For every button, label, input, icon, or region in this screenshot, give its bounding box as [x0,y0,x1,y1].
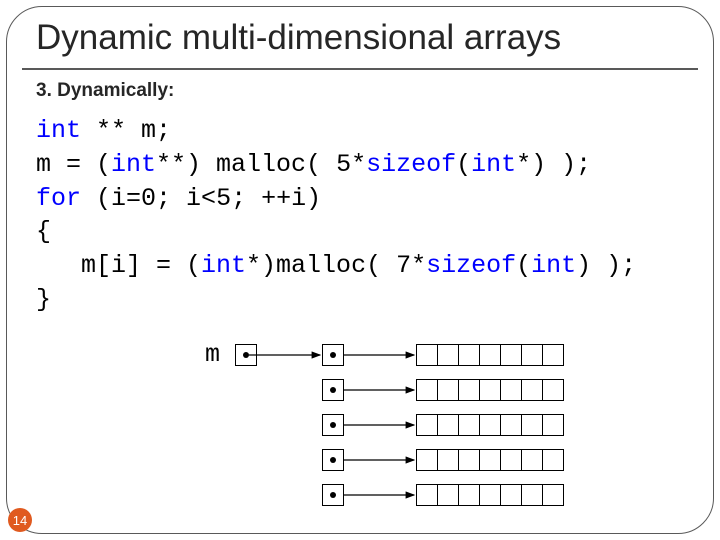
code-kw: sizeof [366,150,456,179]
slide-number-badge: 14 [8,508,32,532]
diagram-ptr-dot [330,387,336,393]
diagram-row-arrays [416,344,564,519]
diagram-ptr-cell [322,379,344,401]
diagram-row-cell [500,449,522,471]
diagram-ptr-dot [330,492,336,498]
diagram-ptr-cell [322,414,344,436]
diagram-row-array [416,449,564,471]
diagram-row-cell [437,379,459,401]
diagram-row-cell [479,449,501,471]
code-num: 5 [216,184,231,213]
diagram-ptr-cell [322,484,344,506]
code-text: ) ); [576,251,636,280]
diagram-row-array [416,379,564,401]
diagram-row-cell [500,484,522,506]
diagram-row-cell [416,484,438,506]
code-text: ( [516,251,531,280]
title-underline [22,68,698,70]
diagram-row-cell [542,344,564,366]
code-text: m[i] = ( [36,251,201,280]
diagram-ptr-dot [330,422,336,428]
diagram-row-cell [458,344,480,366]
diagram-row-cell [521,484,543,506]
memory-diagram: m [175,340,595,526]
diagram-row-cell [416,449,438,471]
diagram-m-label: m [205,340,220,369]
diagram-ptr-dot [330,352,336,358]
code-text: * [351,150,366,179]
diagram-row-cell [521,414,543,436]
code-text: ( [456,150,471,179]
diagram-row-array [416,414,564,436]
diagram-m-dot [243,352,249,358]
diagram-row-cell [542,379,564,401]
code-text: } [36,285,51,314]
diagram-row-cell [521,344,543,366]
diagram-row-cell [479,379,501,401]
diagram-row-cell [479,344,501,366]
diagram-row-cell [500,414,522,436]
code-text: ** m; [81,116,171,145]
code-text: ; i< [156,184,216,213]
code-text: m = ( [36,150,111,179]
slide-title: Dynamic multi-dimensional arrays [36,18,561,58]
diagram-row-cell [437,484,459,506]
diagram-row-array [416,484,564,506]
diagram-row-cell [437,344,459,366]
diagram-row-cell [458,484,480,506]
diagram-row-cell [542,484,564,506]
diagram-ptr-column [322,344,344,519]
code-text: ; ++i) [231,184,321,213]
diagram-row-cell [458,379,480,401]
code-text: * [411,251,426,280]
code-kw: sizeof [426,251,516,280]
diagram-row-cell [416,379,438,401]
code-num: 7 [396,251,411,280]
diagram-row-cell [500,379,522,401]
diagram-row-cell [416,344,438,366]
diagram-row-cell [479,484,501,506]
diagram-row-cell [542,449,564,471]
diagram-row-cell [479,414,501,436]
code-block: int ** m; m = (int**) malloc( 5*sizeof(i… [36,114,636,317]
code-kw: int [36,116,81,145]
diagram-ptr-cell [322,449,344,471]
diagram-row-cell [542,414,564,436]
code-kw: for [36,184,81,213]
diagram-row-cell [458,414,480,436]
diagram-row-cell [458,449,480,471]
diagram-ptr-dot [330,457,336,463]
diagram-row-cell [521,379,543,401]
code-text: (i= [81,184,141,213]
code-kw: int [201,251,246,280]
diagram-row-cell [437,449,459,471]
code-kw: int [471,150,516,179]
slide-subtitle: 3. Dynamically: [36,80,174,102]
code-text: *) ); [516,150,591,179]
code-num: 0 [141,184,156,213]
diagram-row-cell [521,449,543,471]
diagram-ptr-cell [322,344,344,366]
code-num: 5 [336,150,351,179]
code-kw: int [111,150,156,179]
code-text: *)malloc( [246,251,396,280]
code-text: **) malloc( [156,150,336,179]
diagram-row-cell [500,344,522,366]
diagram-row-array [416,344,564,366]
code-kw: int [531,251,576,280]
code-text: { [36,217,51,246]
diagram-row-cell [416,414,438,436]
diagram-row-cell [437,414,459,436]
